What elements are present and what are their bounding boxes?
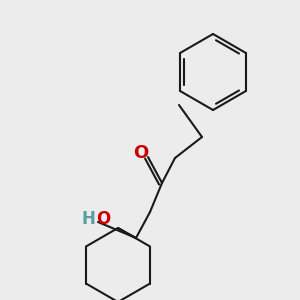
Text: H: H [81, 210, 95, 228]
Text: O: O [133, 143, 148, 161]
Text: O: O [97, 210, 111, 228]
